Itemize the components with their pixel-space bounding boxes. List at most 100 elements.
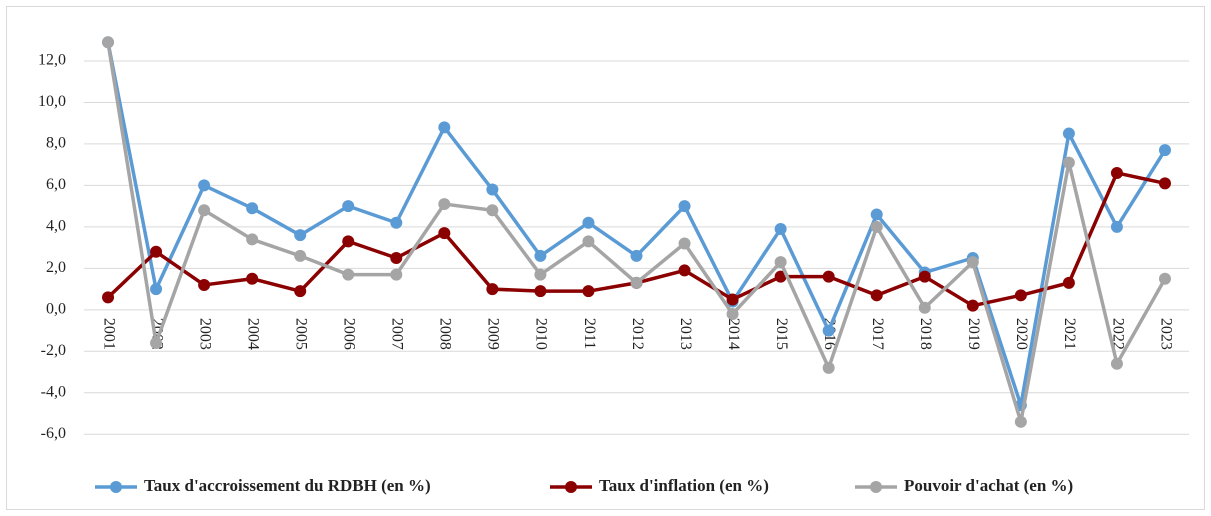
point <box>774 270 787 283</box>
y-tick-label: -4,0 <box>41 383 66 400</box>
point <box>102 291 115 304</box>
x-tick-label: 2021 <box>1061 318 1078 350</box>
point <box>1014 289 1027 302</box>
point <box>726 307 739 320</box>
x-tick-label: 2005 <box>293 318 310 350</box>
legend-label: Pouvoir d'achat (en %) <box>904 476 1073 495</box>
point <box>534 268 547 281</box>
x-tick-label: 2012 <box>629 318 646 350</box>
point <box>1062 127 1075 140</box>
legend-label: Taux d'inflation (en %) <box>599 476 769 495</box>
x-tick-label: 2011 <box>581 318 598 349</box>
point <box>822 324 835 337</box>
point <box>1110 166 1123 179</box>
point <box>150 245 163 258</box>
x-tick-label: 2003 <box>196 318 213 350</box>
point <box>678 200 691 213</box>
x-tick-label: 2004 <box>244 318 261 350</box>
x-tick-label: 2013 <box>677 318 694 350</box>
x-tick-label: 2023 <box>1157 318 1174 350</box>
point <box>822 270 835 283</box>
point <box>582 235 595 248</box>
point <box>150 283 163 296</box>
point <box>198 204 211 217</box>
point <box>294 285 307 298</box>
x-tick-label: 2017 <box>869 318 886 350</box>
point <box>486 283 499 296</box>
y-tick-label: 10,0 <box>38 93 66 110</box>
point <box>966 299 979 312</box>
legend-marker <box>565 481 577 493</box>
point <box>678 237 691 250</box>
x-tick-label: 2014 <box>725 318 742 350</box>
point <box>150 337 163 350</box>
point <box>678 264 691 277</box>
point <box>1062 156 1075 169</box>
point <box>486 183 499 196</box>
point <box>1158 177 1171 190</box>
x-tick-label: 2007 <box>389 318 406 350</box>
series-line <box>106 41 1167 407</box>
x-tick-label: 2006 <box>341 318 358 350</box>
point <box>486 204 499 217</box>
point <box>198 179 211 192</box>
point <box>870 220 883 233</box>
point <box>534 285 547 298</box>
y-tick-label: 8,0 <box>46 135 66 152</box>
point <box>1014 415 1027 428</box>
x-tick-label: 2015 <box>773 318 790 350</box>
legend-marker <box>870 481 882 493</box>
point <box>870 289 883 302</box>
point <box>582 285 595 298</box>
point <box>1158 144 1171 157</box>
point <box>918 301 931 314</box>
point <box>1110 357 1123 370</box>
chart-border <box>6 6 1205 510</box>
point <box>726 293 739 306</box>
x-tick-label: 2019 <box>965 318 982 350</box>
point <box>918 270 931 283</box>
y-tick-label: -2,0 <box>41 342 66 359</box>
point <box>246 202 259 215</box>
point <box>1110 220 1123 233</box>
point <box>774 222 787 235</box>
point <box>582 216 595 229</box>
point <box>438 227 451 240</box>
point <box>390 216 403 229</box>
y-tick-label: 0,0 <box>46 301 66 318</box>
point <box>294 229 307 242</box>
point <box>390 268 403 281</box>
legend-label: Taux d'accroissement du RDBH (en %) <box>144 476 431 495</box>
x-tick-label: 2020 <box>1013 318 1030 350</box>
x-tick-label: 2001 <box>100 318 117 350</box>
plot <box>102 36 1171 428</box>
point <box>966 256 979 269</box>
point <box>294 249 307 262</box>
x-tick-label: 2008 <box>437 318 454 350</box>
y-tick-label: 4,0 <box>46 218 66 235</box>
point <box>870 208 883 221</box>
point <box>342 200 355 213</box>
point <box>342 235 355 248</box>
x-tick-label: 2018 <box>917 318 934 350</box>
point <box>438 198 451 211</box>
point <box>390 251 403 264</box>
x-tick-label: 2010 <box>533 318 550 350</box>
legend-marker <box>110 481 122 493</box>
legend: Taux d'accroissement du RDBH (en %) Taux … <box>95 476 1073 495</box>
point <box>1158 272 1171 285</box>
point <box>630 249 643 262</box>
point <box>1062 276 1075 289</box>
point <box>438 121 451 134</box>
x-tick-label: 2022 <box>1109 318 1126 350</box>
y-tick-label: 12,0 <box>38 52 66 69</box>
grid: -6,0 -4,0 -2,0 0,0 2,0 4,0 6,0 8,0 10,0 12,0 2001 2… <box>38 52 1189 442</box>
point <box>246 233 259 246</box>
y-tick-label: 6,0 <box>46 176 66 193</box>
point <box>822 361 835 374</box>
point <box>534 249 547 262</box>
point <box>774 256 787 269</box>
y-tick-label: 2,0 <box>46 259 66 276</box>
